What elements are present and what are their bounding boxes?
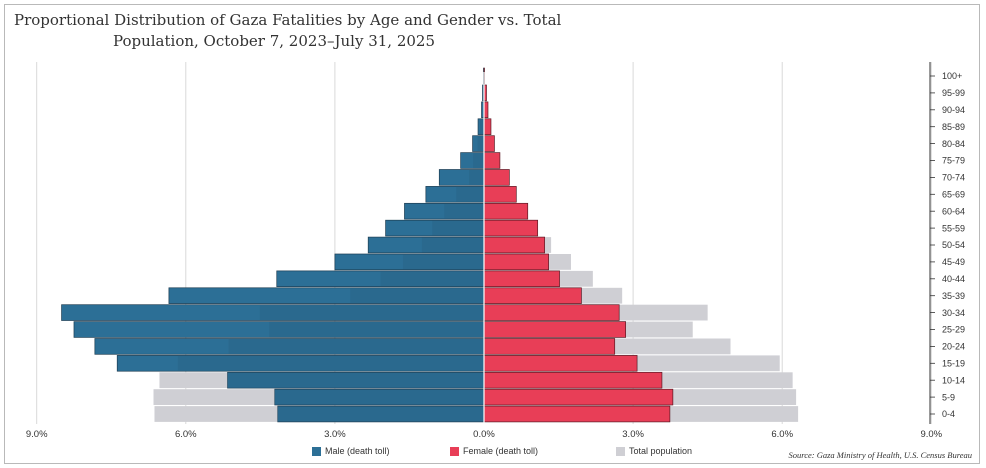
age-tick-label: 35-39 xyxy=(942,291,965,301)
age-tick-label: 5-9 xyxy=(942,392,955,402)
male-bar-overlap xyxy=(277,406,484,422)
x-tick-label: 3.0% xyxy=(622,429,644,440)
age-tick-label: 40-44 xyxy=(942,274,965,284)
age-tick-label: 65-69 xyxy=(942,190,965,200)
male-bar-overlap xyxy=(432,220,484,236)
female-bar xyxy=(483,321,626,338)
male-bar-overlap xyxy=(473,153,484,168)
male-bar-overlap xyxy=(269,322,484,337)
chart-frame xyxy=(4,4,980,464)
female-bar xyxy=(483,355,638,372)
age-tick-label: 45-49 xyxy=(942,257,965,267)
male-bar-overlap xyxy=(421,237,484,253)
age-tick-label: 20-24 xyxy=(942,342,965,352)
legend-item-female: Female (death toll) xyxy=(450,446,538,456)
male-bar-overlap xyxy=(477,136,484,152)
male-bar-overlap xyxy=(228,338,484,354)
legend-label-population: Total population xyxy=(629,446,693,456)
legend-label-male: Male (death toll) xyxy=(325,446,390,456)
age-tick-label: 25-29 xyxy=(942,325,965,335)
chart-title-line-1: Proportional Distribution of Gaza Fatali… xyxy=(14,11,562,29)
x-tick-label: 9.0% xyxy=(26,429,48,440)
female-bar xyxy=(483,371,663,389)
x-tick-label: 9.0% xyxy=(920,429,942,440)
age-tick-label: 10-14 xyxy=(942,375,965,385)
male-bar-overlap xyxy=(380,271,484,287)
legend-label-female: Female (death toll) xyxy=(463,446,539,456)
female-bar xyxy=(483,118,492,135)
female-bar xyxy=(483,236,545,254)
age-tick-label: 50-54 xyxy=(942,240,965,250)
male-bar-overlap xyxy=(259,305,484,321)
age-tick-label: 80-84 xyxy=(942,139,965,149)
age-tick-label: 60-64 xyxy=(942,206,965,216)
female-bar xyxy=(483,135,495,152)
male-bar-overlap xyxy=(469,169,484,185)
male-bar-overlap xyxy=(456,186,484,202)
age-tick-label: 100+ xyxy=(942,71,962,81)
legend-swatch-male xyxy=(312,446,321,456)
female-bar xyxy=(483,304,620,321)
legend-swatch-female xyxy=(450,446,459,456)
female-bar xyxy=(483,388,674,406)
female-bar xyxy=(483,202,529,220)
chart-legend: Male (death toll) Female (death toll) To… xyxy=(0,446,986,460)
male-bar-overlap xyxy=(274,389,484,405)
age-tick-label: 30-34 xyxy=(942,308,965,318)
age-tick-label: 15-19 xyxy=(942,359,965,369)
female-bar xyxy=(483,270,560,288)
age-tick-label: 85-89 xyxy=(942,122,965,132)
male-bar-overlap xyxy=(350,288,484,304)
x-tick-label: 0.0% xyxy=(473,429,495,440)
age-tick-label: 55-59 xyxy=(942,223,965,233)
legend-item-population: Total population xyxy=(616,446,692,456)
female-bar xyxy=(483,219,539,237)
female-bar xyxy=(483,287,582,304)
source-note: Source: Gaza Ministry of Health, U.S. Ce… xyxy=(788,450,972,460)
x-tick-label: 6.0% xyxy=(175,429,197,440)
x-tick-label: 3.0% xyxy=(324,429,346,440)
female-bar xyxy=(483,169,510,186)
female-bar xyxy=(483,405,671,423)
age-tick-label: 0-4 xyxy=(942,409,955,419)
age-tick-label: 70-74 xyxy=(942,173,965,183)
chart-title: Proportional Distribution of Gaza Fatali… xyxy=(14,10,562,52)
female-bar xyxy=(483,152,501,169)
age-tick-label: 90-94 xyxy=(942,105,965,115)
female-bar xyxy=(483,186,517,203)
male-bar-overlap xyxy=(177,355,484,371)
male-bar-overlap xyxy=(227,372,484,388)
male-bar-overlap xyxy=(480,119,484,135)
female-bar xyxy=(483,338,616,355)
male-bar-overlap xyxy=(402,254,484,270)
x-tick-label: 6.0% xyxy=(771,429,793,440)
chart-title-line-2: Population, October 7, 2023–July 31, 202… xyxy=(112,32,435,50)
age-tick-label: 95-99 xyxy=(942,88,965,98)
female-bar xyxy=(483,253,549,271)
legend-item-male: Male (death toll) xyxy=(312,446,390,456)
legend-swatch-population xyxy=(616,446,625,456)
age-tick-label: 75-79 xyxy=(942,156,965,166)
male-bar-overlap xyxy=(444,203,484,219)
